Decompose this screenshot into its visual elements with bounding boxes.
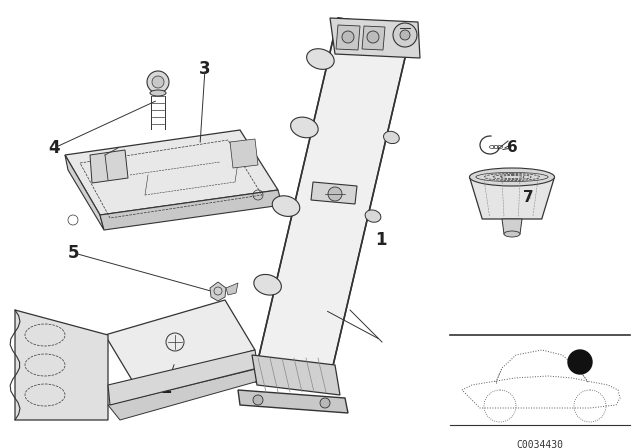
- Circle shape: [152, 76, 164, 88]
- Circle shape: [367, 31, 379, 43]
- Polygon shape: [210, 282, 226, 301]
- Ellipse shape: [383, 131, 399, 144]
- Circle shape: [342, 31, 354, 43]
- Polygon shape: [238, 390, 348, 413]
- Polygon shape: [258, 18, 412, 370]
- Polygon shape: [336, 25, 360, 50]
- Text: 1: 1: [375, 231, 387, 249]
- Ellipse shape: [307, 49, 334, 69]
- Ellipse shape: [470, 168, 554, 186]
- Polygon shape: [230, 139, 258, 168]
- Polygon shape: [90, 150, 128, 183]
- Polygon shape: [100, 190, 282, 230]
- Circle shape: [328, 187, 342, 201]
- Ellipse shape: [504, 231, 520, 237]
- Polygon shape: [502, 219, 522, 234]
- Polygon shape: [330, 18, 420, 58]
- Polygon shape: [470, 177, 554, 219]
- Polygon shape: [108, 368, 262, 420]
- Circle shape: [253, 395, 263, 405]
- Polygon shape: [65, 155, 104, 230]
- Ellipse shape: [254, 275, 282, 295]
- Polygon shape: [65, 130, 278, 215]
- Polygon shape: [108, 350, 258, 405]
- Ellipse shape: [365, 210, 381, 222]
- Circle shape: [147, 71, 169, 93]
- Text: C0034430: C0034430: [516, 440, 563, 448]
- Text: 4: 4: [49, 139, 60, 157]
- Ellipse shape: [291, 117, 318, 138]
- Ellipse shape: [272, 196, 300, 216]
- Text: 2: 2: [161, 379, 172, 396]
- Polygon shape: [105, 300, 255, 385]
- Circle shape: [568, 350, 592, 374]
- Text: 3: 3: [199, 60, 211, 78]
- Polygon shape: [252, 355, 340, 395]
- Text: 7: 7: [523, 190, 533, 205]
- Circle shape: [320, 398, 330, 408]
- Text: 5: 5: [68, 244, 79, 262]
- Text: 6: 6: [507, 140, 517, 155]
- Polygon shape: [362, 26, 385, 50]
- Polygon shape: [311, 182, 357, 204]
- Polygon shape: [226, 283, 238, 295]
- Circle shape: [400, 30, 410, 40]
- Polygon shape: [15, 310, 108, 420]
- Circle shape: [393, 23, 417, 47]
- Ellipse shape: [150, 90, 166, 96]
